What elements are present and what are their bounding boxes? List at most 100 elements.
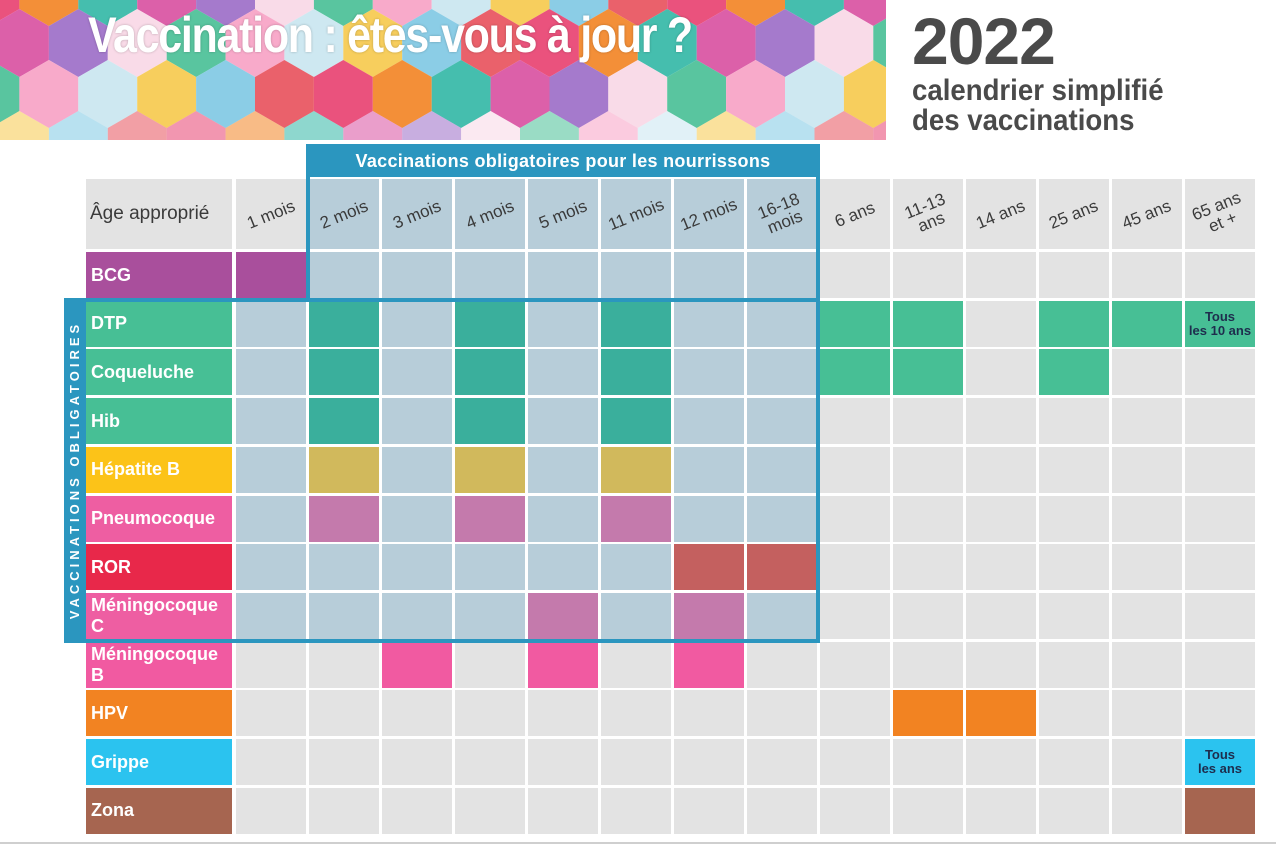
schedule-cell <box>1039 641 1109 688</box>
hexagon-shape <box>578 9 638 77</box>
schedule-cell <box>236 690 306 737</box>
schedule-cell <box>309 446 379 493</box>
age-header-text: 25 ans <box>1046 195 1102 233</box>
schedule-cell <box>236 739 306 785</box>
schedule-cell <box>966 349 1036 396</box>
schedule-cell <box>1039 739 1109 785</box>
schedule-cell <box>820 739 890 785</box>
schedule-cell <box>820 300 890 347</box>
schedule-cell <box>674 544 744 591</box>
schedule-cell <box>747 252 817 298</box>
year-heading: 2022 <box>912 4 1056 78</box>
age-header-cell <box>236 179 306 249</box>
side-label-obligatory: VACCINATIONS OBLIGATOIRES <box>67 320 82 620</box>
vaccine-label: BCG <box>86 252 232 298</box>
hexagon-shape <box>19 0 79 26</box>
hexagon-shape <box>313 60 373 128</box>
subtitle-line-1: calendrier simplifié <box>912 74 1164 107</box>
schedule-cell <box>1039 690 1109 737</box>
hexagon-shape <box>107 111 167 140</box>
schedule-cell <box>1185 641 1255 688</box>
schedule-cell <box>455 252 525 298</box>
schedule-cell <box>966 495 1036 542</box>
hexagon-shape <box>578 111 638 140</box>
schedule-cell <box>966 544 1036 591</box>
schedule-cell <box>966 300 1036 347</box>
hexagon-shape <box>196 0 255 26</box>
schedule-cell <box>236 787 306 834</box>
schedule-cell <box>309 252 379 298</box>
hexagon-shape <box>726 0 785 26</box>
vaccine-label: Pneumocoque <box>86 495 232 542</box>
age-header-cell <box>820 179 890 249</box>
age-header-label: 25 ans <box>1039 179 1109 249</box>
schedule-cell <box>601 739 671 785</box>
hexagon-shape <box>78 0 138 26</box>
hexagon-shape <box>196 60 255 128</box>
schedule-cell <box>382 690 452 737</box>
schedule-cell <box>455 787 525 834</box>
age-header-label: 6 ans <box>820 179 890 249</box>
vaccine-label: Hib <box>86 398 232 445</box>
schedule-cell <box>1185 252 1255 298</box>
schedule-cell <box>820 544 890 591</box>
page-title: Vaccination : êtes-vous à jour ? <box>88 7 693 63</box>
schedule-cell <box>674 495 744 542</box>
hexagon-shape <box>0 0 20 21</box>
schedule-cell <box>236 398 306 445</box>
hexagon-shape <box>137 60 197 128</box>
schedule-cell <box>382 446 452 493</box>
hexagon-shape <box>343 9 403 77</box>
hexagon-pattern-icon <box>0 0 886 140</box>
schedule-cell <box>1039 787 1109 834</box>
hexagon-shape <box>431 60 491 128</box>
schedule-cell <box>528 787 598 834</box>
schedule-cell <box>236 300 306 347</box>
hexagon-shape <box>726 60 785 128</box>
schedule-cell <box>601 398 671 445</box>
hexagon-shape <box>0 111 49 140</box>
schedule-cell <box>601 641 671 688</box>
hexagon-shape <box>255 0 314 26</box>
schedule-cell <box>674 252 744 298</box>
hexagon-shape <box>19 60 79 128</box>
schedule-cell <box>528 641 598 688</box>
schedule-cell <box>309 787 379 834</box>
age-header-cell <box>528 179 598 249</box>
vaccine-label: Zona <box>86 787 232 834</box>
schedule-cell <box>309 398 379 445</box>
schedule-cell <box>601 690 671 737</box>
schedule-cell <box>820 446 890 493</box>
age-header-text: 45 ans <box>1119 195 1175 233</box>
schedule-cell <box>893 739 963 785</box>
schedule-cell <box>1185 690 1255 737</box>
schedule-cell <box>966 739 1036 785</box>
schedule-cell <box>747 690 817 737</box>
schedule-cell <box>1185 592 1255 639</box>
schedule-cell <box>309 641 379 688</box>
schedule-cell <box>820 349 890 396</box>
hexagon-shape <box>520 9 579 77</box>
schedule-cell <box>1039 349 1109 396</box>
schedule-cell <box>747 739 817 785</box>
schedule-cell <box>893 446 963 493</box>
obligatory-infant-banner: Vaccinations obligatoires pour les nourr… <box>306 144 820 177</box>
schedule-cell <box>455 300 525 347</box>
hexagon-shape <box>372 60 432 128</box>
schedule-cell <box>966 252 1036 298</box>
schedule-cell <box>966 592 1036 639</box>
decorative-banner <box>0 0 886 140</box>
hexagon-shape <box>48 111 108 140</box>
schedule-cell <box>893 495 963 542</box>
schedule-cell <box>236 349 306 396</box>
age-header-text: 6 ans <box>832 197 878 231</box>
hexagon-shape <box>0 65 20 123</box>
vaccine-label: Coqueluche <box>86 349 232 396</box>
schedule-cell <box>893 349 963 396</box>
schedule-cell <box>528 398 598 445</box>
schedule-cell <box>747 300 817 347</box>
hexagon-shape <box>873 120 886 140</box>
hexagon-shape <box>637 9 697 77</box>
schedule-cell <box>674 592 744 639</box>
schedule-cell <box>1112 446 1182 493</box>
